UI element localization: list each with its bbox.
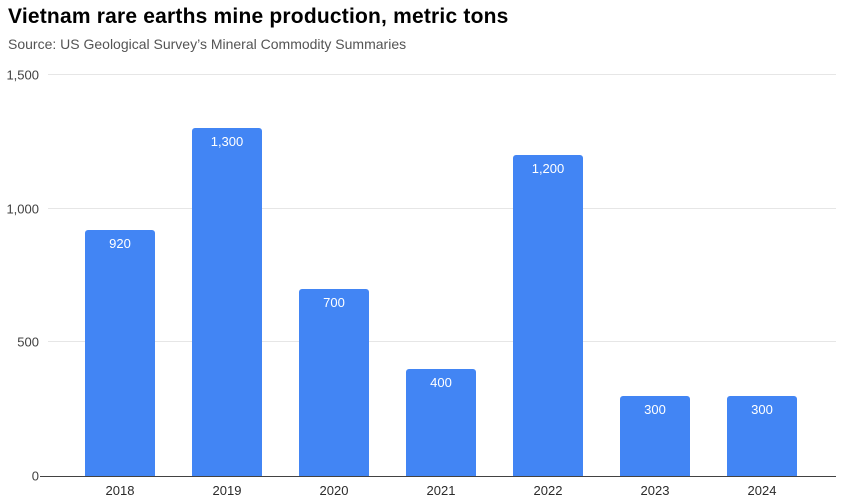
plot-area: 0 500 1,000 1,500 920 2018 1,300 2019 700 2020 400…	[6, 68, 836, 498]
gridline-500	[48, 341, 836, 343]
bar-value-label: 920	[109, 236, 131, 252]
bar-value-label: 700	[323, 294, 345, 310]
chart-source: Source: US Geological Survey’s Mineral C…	[8, 36, 407, 52]
y-axis-tick-label: 1,500	[6, 67, 39, 83]
x-axis-label-2020: 2020	[319, 483, 349, 498]
bar-2021[interactable]: 400	[406, 369, 476, 476]
y-axis-tick-label: 1,000	[6, 201, 39, 217]
bar-value-label: 300	[644, 401, 666, 417]
y-axis-tick-label: 500	[17, 334, 39, 350]
gridline-1,500	[48, 74, 836, 75]
x-axis-label-2023: 2023	[640, 483, 670, 498]
chart-title: Vietnam rare earths mine production, met…	[8, 5, 509, 28]
y-axis-tick-label: 0	[31, 468, 39, 484]
bar-2022[interactable]: 1,200	[513, 155, 583, 476]
bar-2024[interactable]: 300	[727, 395, 797, 476]
bar-2018[interactable]: 920	[85, 230, 155, 476]
x-axis-line	[40, 475, 836, 477]
x-axis-label-2019: 2019	[212, 483, 242, 498]
bar-value-label: 400	[430, 375, 452, 391]
x-axis-label-2022: 2022	[533, 483, 563, 498]
x-axis-label-2018: 2018	[105, 483, 135, 498]
x-axis-label-2024: 2024	[747, 483, 777, 498]
bar-value-label: 1,200	[531, 161, 565, 177]
bar-value-label: 300	[751, 401, 773, 417]
gridline-1,000	[48, 207, 836, 209]
bar-2019[interactable]: 1,300	[192, 128, 262, 476]
x-axis-label-2021: 2021	[426, 483, 456, 498]
bar-2023[interactable]: 300	[620, 395, 690, 476]
bar-value-label: 1,300	[210, 134, 244, 150]
bar-2020[interactable]: 700	[299, 288, 369, 476]
